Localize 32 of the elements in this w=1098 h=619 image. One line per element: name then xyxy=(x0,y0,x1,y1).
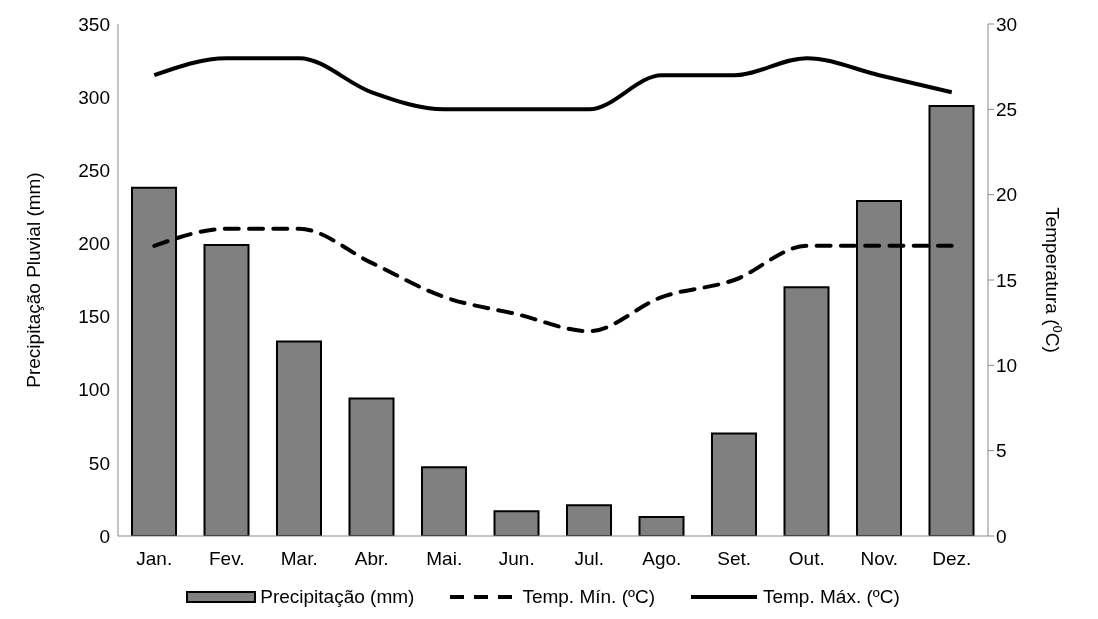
x-tick-label: Jun. xyxy=(498,548,535,570)
x-tick-label: Abr. xyxy=(354,548,389,570)
x-tick-label: Set. xyxy=(717,548,752,570)
y-tick-label: 50 xyxy=(88,452,110,474)
x-tick-label: Out. xyxy=(788,548,825,570)
x-tick-label: Jan. xyxy=(136,548,173,570)
y-tick-label: 0 xyxy=(99,525,110,547)
x-tick-label: Mar. xyxy=(280,548,318,570)
y-tick-label: 100 xyxy=(78,379,110,401)
legend-label: Temp. Máx. (ºC) xyxy=(762,586,900,608)
legend-label: Temp. Mín. (ºC) xyxy=(522,586,655,608)
x-tick-label: Mai. xyxy=(426,548,463,570)
y-tick-label: 300 xyxy=(78,86,110,108)
line-series xyxy=(152,56,954,112)
y-axis-title: Precipitação Pluvial (mm) xyxy=(23,172,44,388)
y2-tick-label: 10 xyxy=(996,355,1018,377)
x-tick-label: Fev. xyxy=(208,548,245,570)
x-tick-label: Dez. xyxy=(932,548,972,570)
x-tick-label: Nov. xyxy=(860,548,899,570)
y2-tick-label: 0 xyxy=(996,525,1007,547)
y2-tick-label: 20 xyxy=(996,184,1018,206)
y-tick-label: 200 xyxy=(78,233,110,255)
x-tick-label: Ago. xyxy=(642,548,682,570)
y-tick-label: 350 xyxy=(78,13,110,35)
x-tick-label: Jul. xyxy=(574,548,605,570)
y2-tick-label: 5 xyxy=(996,440,1007,462)
y-tick-label: 150 xyxy=(78,306,110,328)
y2-tick-label: 25 xyxy=(996,99,1018,121)
y2-tick-label: 15 xyxy=(996,269,1018,291)
legend-label: Precipitação (mm) xyxy=(260,586,415,608)
y2-tick-label: 30 xyxy=(996,13,1018,35)
y-tick-label: 250 xyxy=(78,160,110,182)
